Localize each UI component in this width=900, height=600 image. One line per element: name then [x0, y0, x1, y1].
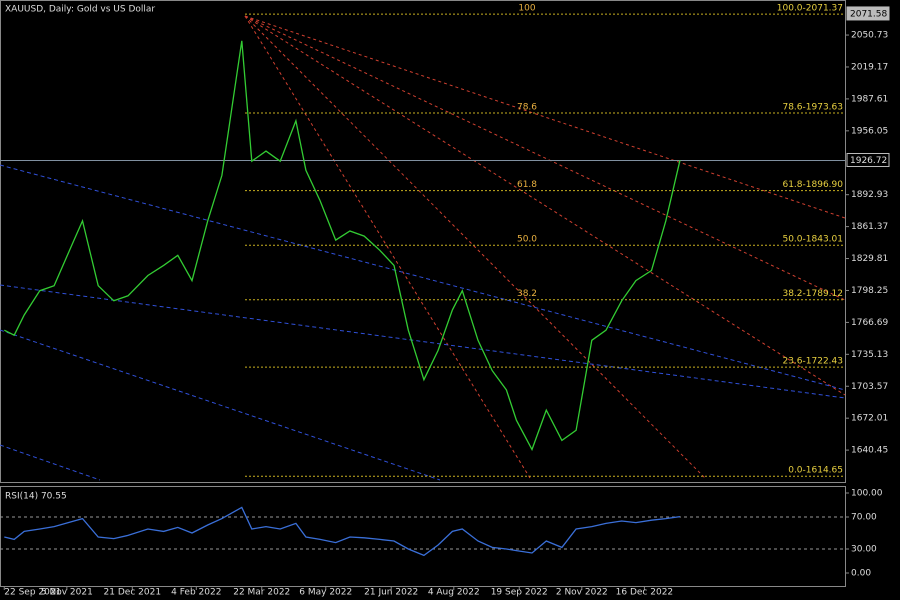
y-tick-label: 1829.81 [851, 254, 888, 264]
y-tick-label: 1892.93 [851, 190, 888, 200]
fib-level-label: 38.2 [517, 289, 537, 299]
fib-level-label: 61.8 [517, 180, 537, 190]
y-tick-label: 1703.57 [851, 382, 888, 392]
x-tick-label: 21 Jun 2022 [364, 588, 418, 598]
y-tick-label: 1640.45 [851, 446, 888, 456]
x-tick-label: 22 Sep 2021 [4, 588, 61, 598]
fib-label: 100.0-2071.37 [777, 4, 843, 14]
x-tick-label: 2 Nov 2022 [556, 588, 608, 598]
y-tick-label: 0.00 [851, 569, 871, 579]
fan-line [244, 15, 846, 396]
fib-label: 78.6-1973.63 [782, 103, 843, 113]
x-tick-label: 19 Sep 2022 [491, 588, 548, 598]
price-marker-box [846, 6, 890, 21]
y-tick-label: 30.00 [851, 545, 877, 555]
y-tick-label: 70.00 [851, 513, 877, 523]
x-tick-label: 21 Dec 2021 [104, 588, 162, 598]
y-tick-label: 2019.17 [851, 62, 888, 72]
fan-line [244, 15, 846, 301]
fan-lines [244, 15, 846, 479]
fan-line [244, 15, 531, 479]
y-tick-label: 1987.61 [851, 94, 888, 104]
fib-level-label: 50.0 [517, 235, 537, 245]
x-tick-label: 22 Mar 2022 [233, 588, 290, 598]
y-tick-label: 100.00 [851, 489, 883, 499]
y-tick-label: 1956.05 [851, 126, 888, 136]
y-tick-label: 1766.69 [851, 318, 888, 328]
x-tick-label: 6 May 2022 [299, 588, 352, 598]
fib-level-label: 78.6 [517, 103, 537, 113]
rsi-title: RSI(14) 70.55 [5, 492, 67, 502]
x-tick-label: 16 Dec 2022 [616, 588, 674, 598]
channel-line [0, 284, 846, 399]
rsi-panel-border [0, 486, 846, 587]
fib-label: 38.2-1789.12 [782, 289, 843, 299]
channel-line [0, 329, 441, 481]
fib-label: 50.0-1843.01 [782, 235, 843, 245]
y-tick-label: 1798.25 [851, 286, 888, 296]
chart-title: XAUUSD, Daily: Gold vs US Dollar [5, 5, 155, 15]
x-tick-label: 4 Feb 2022 [171, 588, 221, 598]
main-panel-border [0, 0, 846, 483]
price-marker-label: 2071.58 [850, 9, 887, 19]
y-tick-label: 1672.01 [851, 414, 888, 424]
channel-lines [0, 164, 846, 481]
fib-label: 23.6-1722.43 [782, 357, 843, 367]
fib-level-label: 100 [518, 4, 535, 14]
fib-label: 61.8-1896.90 [782, 180, 843, 190]
fib-label: 0.0-1614.65 [788, 466, 843, 476]
fan-line [244, 15, 706, 479]
channel-line [0, 164, 846, 391]
price-marker-label: 1926.72 [850, 156, 887, 166]
x-tick-label: 4 Aug 2022 [428, 588, 480, 598]
y-tick-label: 1861.37 [851, 222, 888, 232]
price-line [4, 40, 681, 452]
price-line [4, 506, 681, 557]
x-tick-label: 5 Nov 2021 [41, 588, 93, 598]
y-tick-label: 1735.13 [851, 350, 888, 360]
channel-line [0, 444, 101, 481]
price-marker-box [846, 153, 890, 168]
y-tick-label: 2050.73 [851, 31, 888, 41]
